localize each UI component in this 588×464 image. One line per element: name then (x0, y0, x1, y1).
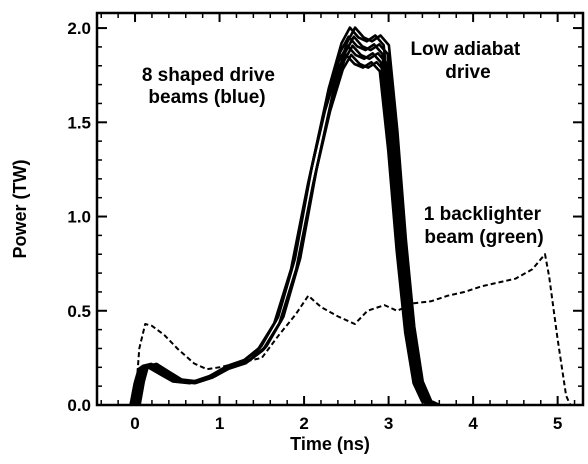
x-tick-label: 4 (468, 414, 478, 433)
backlighter-beam-line (134, 253, 572, 406)
y-axis-label: Power (TW) (10, 160, 30, 259)
annotation-backlighter-line-1: 1 backlighter (424, 204, 542, 225)
annotation-low-adiabat: Low adiabat drive (410, 39, 525, 83)
annotation-backlighter-beam: 1 backlighter beam (green) (424, 204, 547, 248)
plot-frame (95, 11, 585, 407)
series-layer (129, 26, 572, 407)
annotation-drive-line-2: beams (blue) (148, 87, 265, 108)
y-tick-label: 2.0 (67, 19, 91, 38)
x-tick-label: 2 (299, 414, 308, 433)
x-tick-label: 1 (215, 414, 224, 433)
y-tick-label: 1.0 (67, 208, 91, 227)
x-tick-label: 0 (130, 414, 139, 433)
annotation-backlighter-line-2: beam (green) (424, 227, 543, 248)
x-axis-ticks: 0 1 2 3 4 5 (100, 13, 576, 433)
drive-beam-line (138, 26, 441, 407)
x-tick-label: 5 (553, 414, 562, 433)
annotation-adiabat-line-1: Low adiabat (410, 39, 520, 60)
y-tick-label: 0.5 (67, 302, 91, 321)
y-tick-label: 0.0 (67, 396, 91, 415)
annotation-drive-beams: 8 shaped drive beams (blue) (142, 65, 280, 108)
x-axis-label: Time (ns) (290, 434, 370, 454)
y-tick-label: 1.5 (67, 113, 91, 132)
annotation-adiabat-line-2: drive (445, 62, 490, 83)
x-tick-label: 3 (384, 414, 393, 433)
annotation-drive-line-1: 8 shaped drive (142, 65, 275, 86)
